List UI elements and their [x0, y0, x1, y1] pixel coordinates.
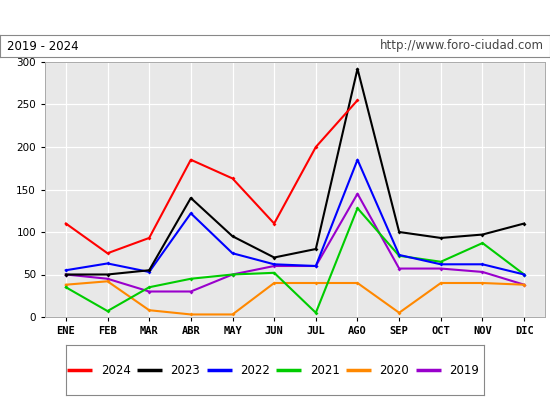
Text: 2022: 2022 — [240, 364, 270, 376]
Text: 2024: 2024 — [101, 364, 131, 376]
Text: 2019: 2019 — [449, 364, 479, 376]
Text: http://www.foro-ciudad.com: http://www.foro-ciudad.com — [379, 40, 543, 52]
Text: 2020: 2020 — [379, 364, 409, 376]
Text: 2021: 2021 — [310, 364, 340, 376]
Text: 2023: 2023 — [170, 364, 200, 376]
Text: Evolucion Nº Turistas Extranjeros en el municipio de Belvís de Monroy: Evolucion Nº Turistas Extranjeros en el … — [29, 11, 521, 24]
Text: 2019 - 2024: 2019 - 2024 — [7, 40, 78, 52]
